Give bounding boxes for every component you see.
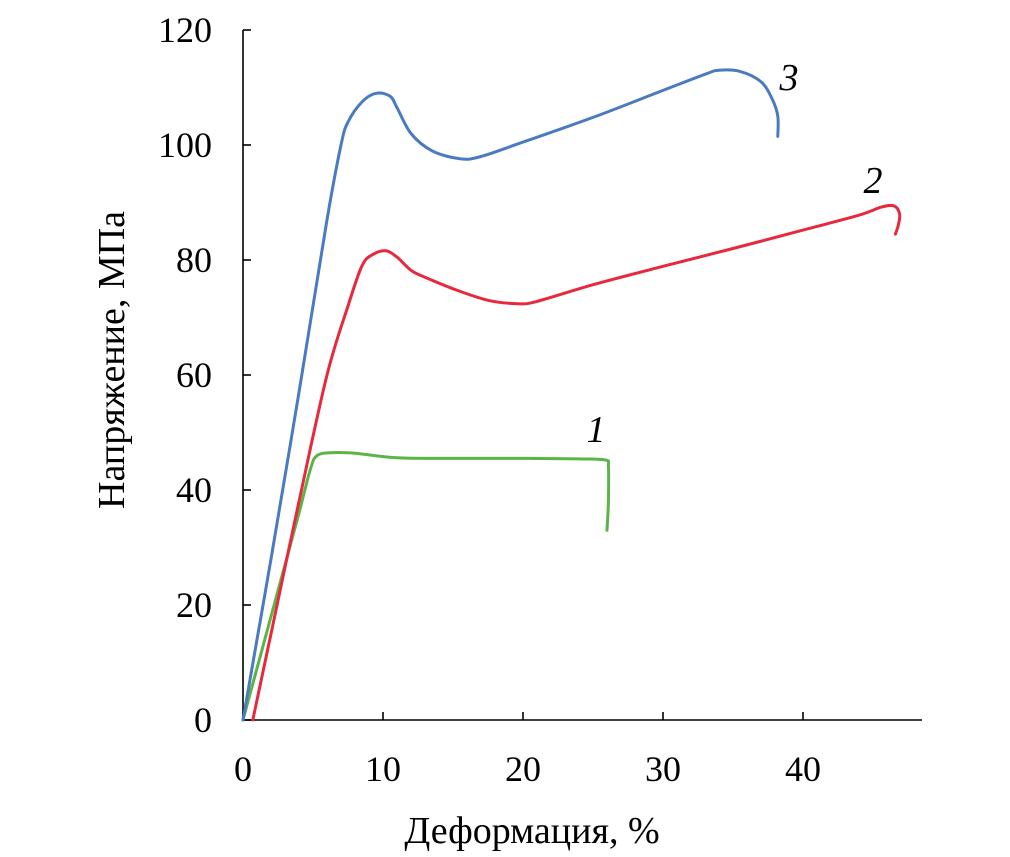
y-tick-label: 80: [176, 240, 212, 280]
x-tick-label: 20: [505, 749, 541, 789]
curve-label-3: 3: [779, 57, 799, 99]
curve-labels: 1 2 3: [587, 57, 883, 451]
y-tick-label: 120: [158, 10, 212, 50]
x-tick-label: 0: [234, 749, 252, 789]
y-tick-label: 40: [176, 470, 212, 510]
series-line-3: [241, 68, 780, 722]
series-line-1: [241, 450, 611, 722]
y-tick-label: 20: [176, 585, 212, 625]
curve-label-1: 1: [587, 409, 606, 451]
series-line-2: [251, 203, 902, 722]
x-axis-title: Деформация, %: [404, 810, 659, 852]
y-tick-label: 100: [158, 125, 212, 165]
y-tick-label: 0: [194, 700, 212, 740]
x-tick-label: 40: [785, 749, 821, 789]
x-ticks: 0 10 20 30 40: [234, 712, 821, 789]
x-tick-label: 10: [365, 749, 401, 789]
curve-label-2: 2: [864, 160, 883, 202]
x-tick-label: 30: [645, 749, 681, 789]
y-tick-label: 60: [176, 355, 212, 395]
y-ticks: 0 20 40 60 80 100 120: [158, 10, 251, 740]
y-axis-title: Напряжение, МПа: [91, 211, 133, 509]
series-layer: [241, 68, 902, 722]
